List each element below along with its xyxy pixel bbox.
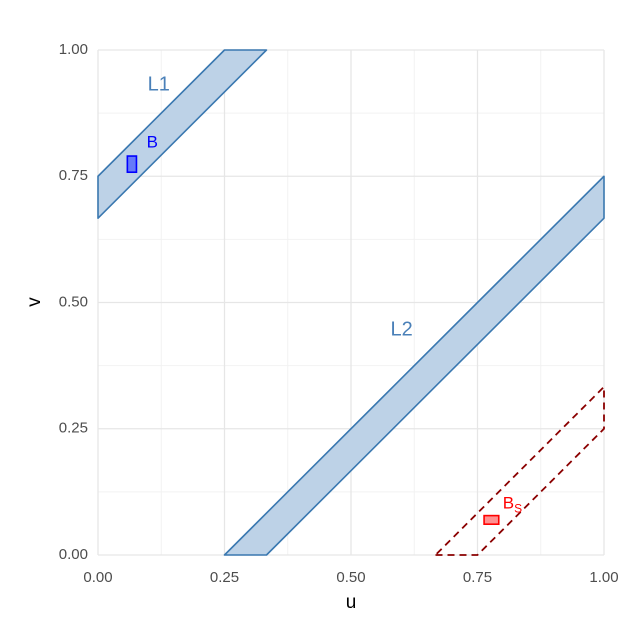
y-tick-labels: 0.00 0.25 0.50 0.75 1.00 — [59, 41, 88, 563]
x-tick-label: 0.25 — [210, 569, 239, 586]
x-axis-title: u — [346, 592, 357, 613]
x-tick-label: 0.50 — [336, 569, 365, 586]
box-label-bs: BS — [503, 494, 522, 516]
box-label-b: B — [147, 133, 158, 152]
box-label-subscript: S — [514, 502, 522, 516]
y-tick-label: 0.25 — [59, 420, 88, 437]
y-tick-label: 0.00 — [59, 546, 88, 563]
boxes — [126, 155, 500, 525]
x-tick-label: 0.75 — [463, 569, 492, 586]
box-label-main: B — [147, 133, 158, 152]
y-tick-label: 0.50 — [59, 293, 88, 310]
x-tick-labels: 0.00 0.25 0.50 0.75 1.00 — [83, 569, 618, 586]
x-tick-label: 1.00 — [589, 569, 618, 586]
y-tick-label: 1.00 — [59, 41, 88, 58]
box-b — [126, 155, 138, 174]
band-l1 — [97, 49, 268, 219]
dashed-region — [433, 384, 605, 556]
y-axis-title: v — [24, 297, 45, 307]
bands — [97, 49, 605, 556]
band-label-l2: L2 — [390, 319, 412, 341]
dashed-regions — [433, 384, 605, 556]
y-tick-label: 0.75 — [59, 167, 88, 184]
box-bs — [483, 514, 500, 525]
band-label-l1: L1 — [148, 74, 170, 96]
box-label-main: B — [503, 494, 514, 513]
x-tick-label: 0.00 — [83, 569, 112, 586]
band-l2 — [223, 175, 605, 556]
